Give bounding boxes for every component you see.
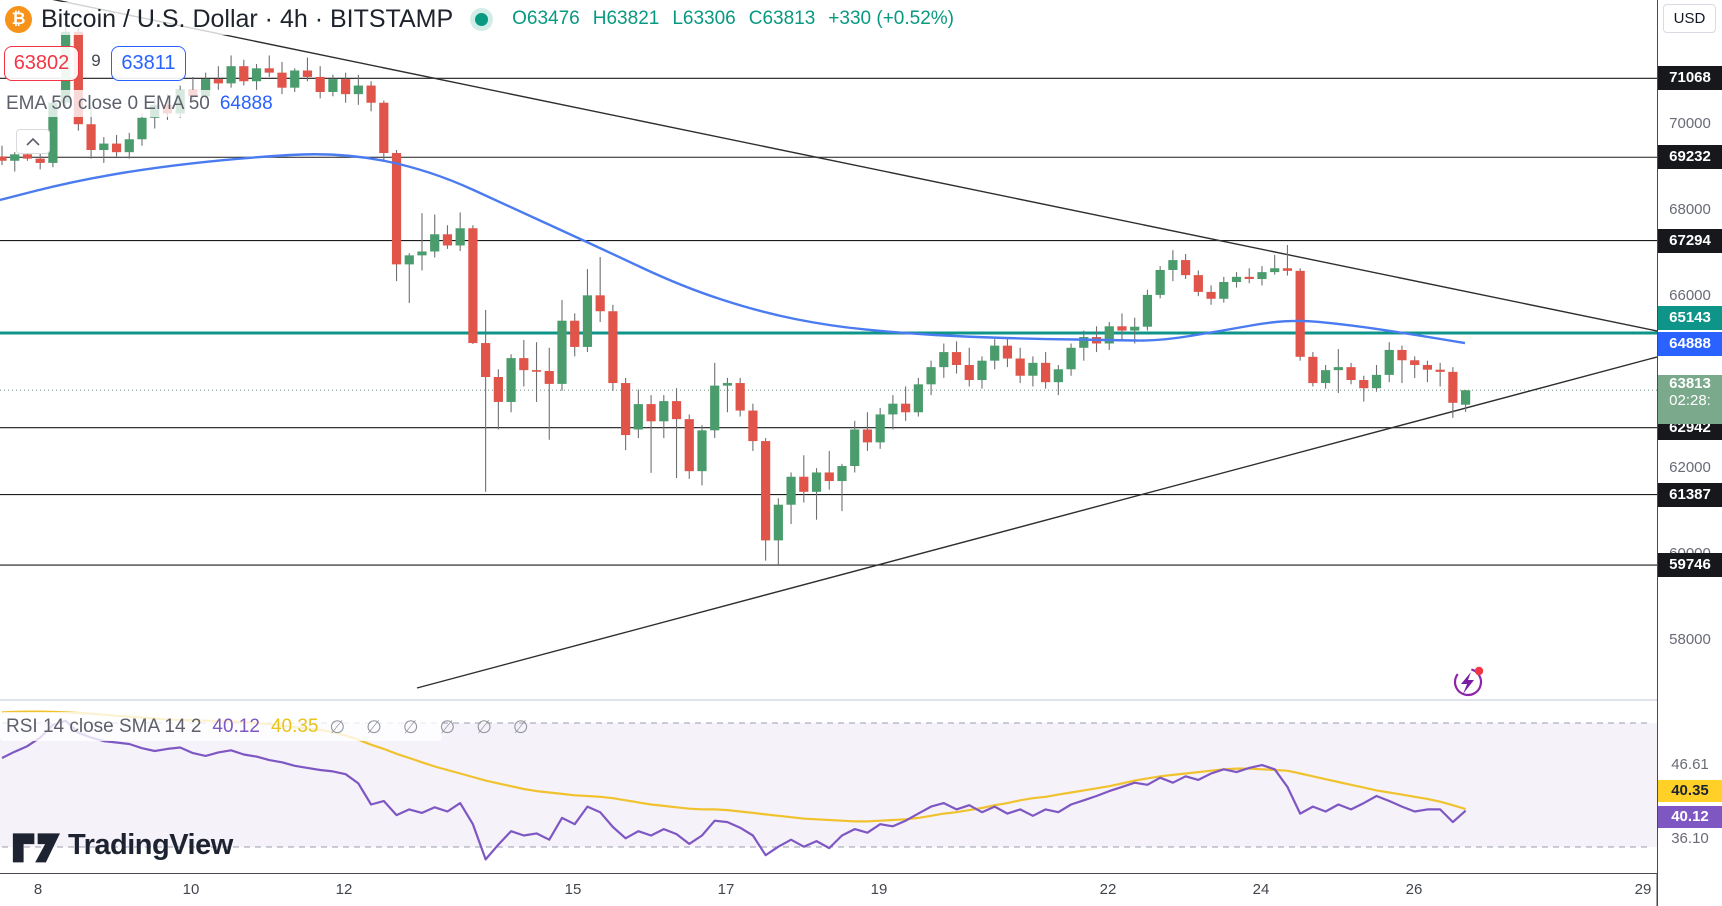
ohlc-low: L63306: [672, 8, 736, 29]
time-axis-label: 26: [1405, 881, 1423, 898]
ohlc-open: O63476: [512, 8, 580, 29]
pane-divider[interactable]: [0, 699, 1657, 701]
price-tick-label: 62000: [1669, 459, 1711, 477]
legend-collapse-button[interactable]: [16, 129, 50, 154]
ema-legend-value: 64888: [219, 93, 273, 114]
time-axis-label: 15: [564, 881, 582, 898]
price-level-label: 61387: [1658, 482, 1722, 507]
ohlc-close: C63813: [748, 8, 816, 29]
price-tick-label: 58000: [1669, 631, 1711, 649]
price-tick-label: 70000: [1669, 115, 1711, 133]
market-status-icon: [475, 12, 489, 26]
time-axis-label: 24: [1252, 881, 1270, 898]
descending-trendline[interactable]: [46, 0, 1657, 332]
ascending-trendline[interactable]: [416, 356, 1657, 689]
spread-value: 9: [91, 51, 101, 70]
rsi-band-fill: [0, 723, 1657, 847]
time-axis[interactable]: 8 10 12 15 17 19 22 24 26 29: [0, 873, 1722, 906]
price-pane[interactable]: [0, 0, 1657, 689]
symbol-title[interactable]: Bitcoin / U.S. Dollar · 4h · BITSTAMP: [41, 4, 454, 33]
rsi-legend-row[interactable]: RSI 14 close SMA 14 2 40.12 40.35 ∅ ∅ ∅ …: [6, 714, 537, 740]
rsi-axis-label: 46.61: [1671, 756, 1709, 773]
rsi-line[interactable]: [1, 719, 1467, 861]
rsi-axis-label: 36.10: [1671, 830, 1709, 847]
rsi-sma-value: 40.35: [270, 716, 319, 737]
price-level-label: 71068: [1658, 66, 1722, 91]
rsi-legend-label: RSI 14 close SMA 14 2: [6, 716, 202, 737]
time-axis-label: 19: [870, 881, 888, 898]
time-axis-label: 22: [1099, 881, 1117, 898]
ema-legend-backdrop: [0, 90, 274, 117]
ema50-line[interactable]: [0, 153, 1466, 345]
tradingview-logo-text: TradingView: [68, 828, 233, 861]
last-price-label: 63813 02:28:: [1658, 375, 1722, 424]
ohlc-high: H63821: [592, 8, 660, 29]
rsi-axis-label: 40.35: [1658, 780, 1722, 802]
ohlc-change: +330 (+0.52%): [828, 8, 954, 29]
ema-legend-row[interactable]: EMA 50 close 0 EMA 50 64888: [6, 92, 273, 116]
rsi-value: 40.12: [212, 716, 260, 737]
time-axis-label: 29: [1634, 881, 1652, 898]
pane-icons: [1452, 666, 1484, 698]
time-axis-label: 17: [717, 881, 735, 898]
time-axis-label: 12: [335, 881, 353, 898]
price-level-label: 69232: [1658, 145, 1722, 170]
currency-button[interactable]: USD: [1663, 4, 1716, 33]
price-level-label: 64888: [1658, 332, 1722, 356]
rsi-axis-label: 40.12: [1658, 806, 1722, 828]
legend-backdrop: [0, 2, 916, 35]
symbol-legend-row[interactable]: ₿ Bitcoin / U.S. Dollar · 4h · BITSTAMP …: [5, 4, 954, 34]
price-axis[interactable]: 7200071068700006923268000672946600065143…: [1657, 0, 1722, 906]
chevron-up-icon: [26, 137, 40, 146]
price-level-label: 65143: [1658, 306, 1722, 330]
time-axis-label: 8: [33, 881, 43, 898]
flash-promo-icon[interactable]: [1452, 666, 1484, 698]
time-axis-label: 10: [182, 881, 200, 898]
bar-countdown: 02:28:: [1669, 392, 1711, 409]
price-tick-label: 66000: [1669, 287, 1711, 305]
rsi-pane[interactable]: [0, 710, 1657, 861]
ohlc-readout: O63476 H63821 L63306 C63813 +330 (+0.52%…: [512, 8, 954, 30]
price-level-label: 67294: [1658, 228, 1722, 253]
candle-bodies: [0, 31, 1471, 541]
currency-chip-area: USD: [1658, 0, 1722, 42]
sell-button[interactable]: 63802: [4, 46, 79, 81]
rsi-legend-backdrop: [0, 712, 442, 741]
tradingview-logo[interactable]: TradingView: [12, 826, 233, 864]
last-price-value: 63813: [1669, 375, 1711, 392]
price-level-label: 59746: [1658, 553, 1722, 578]
bitcoin-icon: ₿: [5, 5, 32, 33]
buy-button[interactable]: 63811: [111, 46, 186, 81]
ema-legend-label: EMA 50 close 0 EMA 50: [6, 93, 210, 114]
price-tick-label: 68000: [1669, 201, 1711, 219]
tradingview-logo-icon: [12, 833, 60, 863]
rsi-placeholder-values: ∅ ∅ ∅ ∅ ∅ ∅: [329, 716, 537, 737]
